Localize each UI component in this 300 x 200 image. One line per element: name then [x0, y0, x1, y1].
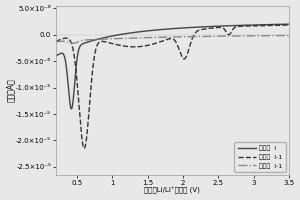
- 实施例  I-1: [54, 40, 58, 43]
- 比较例  I-1: [167, 38, 171, 40]
- 实施例  I-1: [287, 34, 291, 37]
- 实施例  I-1: [66, 41, 70, 43]
- 比较例  I: [70, 108, 73, 110]
- 比较例  I-1: [287, 24, 291, 26]
- X-axis label: 相对于Li/Li⁺的电位 (V): 相对于Li/Li⁺的电位 (V): [145, 187, 200, 194]
- 比较例  I-1: [238, 25, 241, 27]
- 实施例  I-1: [238, 35, 241, 37]
- 比较例  I: [54, 55, 58, 57]
- 比较例  I: [66, 80, 70, 82]
- 比较例  I: [287, 23, 291, 25]
- 比较例  I-1: [280, 24, 284, 26]
- 比较例  I: [167, 28, 171, 30]
- 实施例  I-1: [280, 34, 284, 37]
- 比较例  I-1: [54, 41, 58, 43]
- 比较例  I-1: [280, 24, 284, 26]
- 实施例  I-1: [280, 34, 284, 37]
- 比较例  I-1: [161, 40, 165, 42]
- 实施例  I-1: [161, 36, 165, 38]
- 比较例  I-1: [82, 147, 86, 150]
- 比较例  I: [280, 23, 284, 25]
- Line: 比较例  I-1: 比较例 I-1: [56, 25, 289, 148]
- 实施例  I-1: [71, 42, 75, 44]
- 实施例  I-1: [167, 36, 171, 38]
- Line: 比较例  I: 比较例 I: [56, 24, 289, 109]
- 比较例  I-1: [66, 37, 70, 40]
- Y-axis label: 电流（A）: 电流（A）: [6, 78, 15, 102]
- 比较例  I: [280, 23, 284, 25]
- Legend: 比较例  I, 比较例  I-1, 实施例  I-1: 比较例 I, 比较例 I-1, 实施例 I-1: [234, 142, 286, 172]
- 比较例  I: [238, 24, 241, 27]
- Line: 实施例  I-1: 实施例 I-1: [56, 35, 289, 43]
- 比较例  I: [161, 28, 165, 31]
